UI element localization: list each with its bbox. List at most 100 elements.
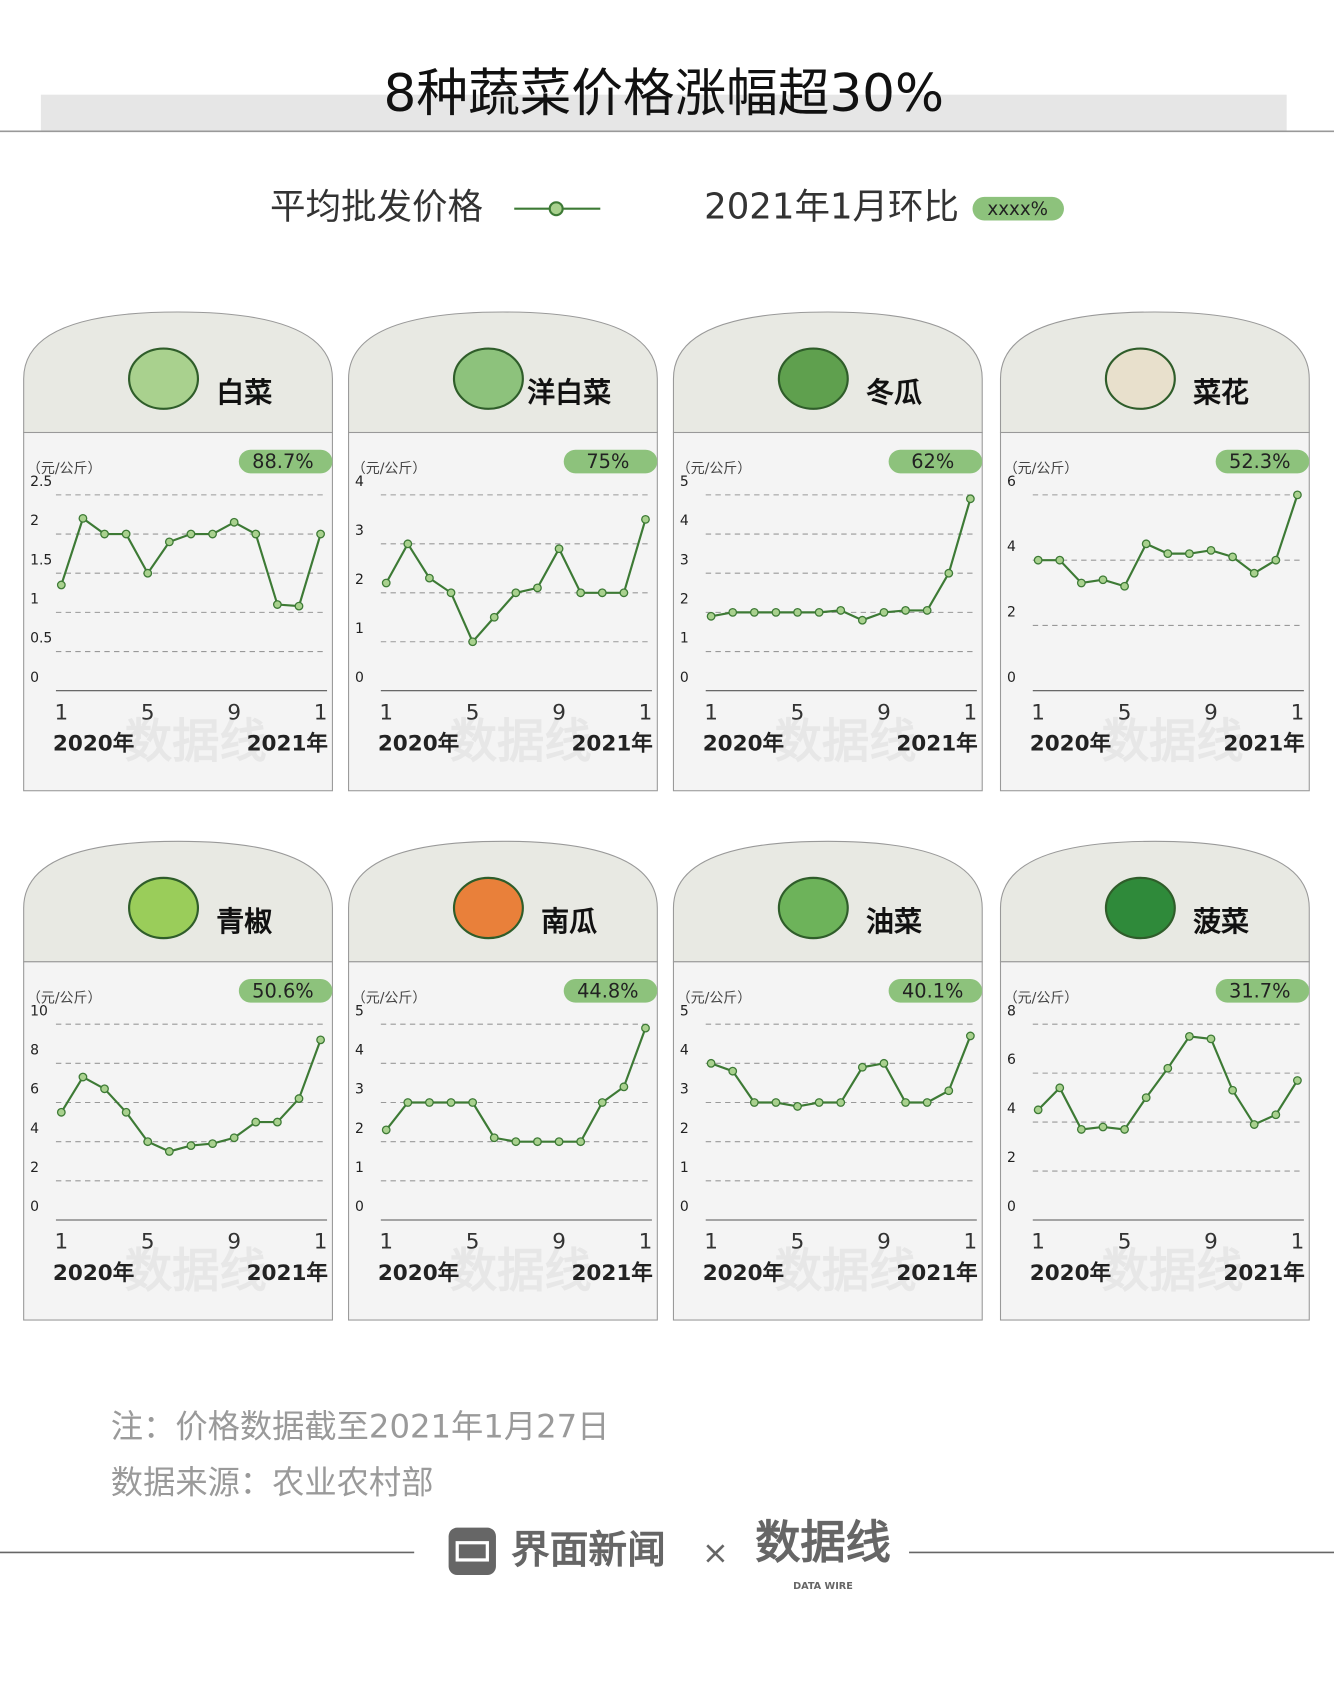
wm: 数据线 [1102, 1244, 1244, 1299]
change-badge [563, 449, 658, 474]
y-tick-label: 0 [680, 1199, 689, 1215]
y-tick-label: 3 [355, 1082, 364, 1098]
y-tick-label: 4 [355, 1042, 364, 1058]
price-marker [793, 1102, 802, 1111]
y-tick-label: 0.5 [30, 631, 52, 647]
y-tick-label: 2 [680, 1121, 689, 1137]
x-group-label: 2021年 [571, 1260, 652, 1286]
price-marker [728, 1066, 738, 1076]
price-marker [554, 544, 564, 554]
legend-badge-text: xxxx% [987, 199, 1048, 220]
change-label: 50.6% [252, 979, 314, 1002]
card-body [23, 961, 333, 1321]
y-tick-label: 3 [355, 523, 364, 539]
price-marker [381, 1125, 391, 1135]
x-tick-label: 1 [379, 1230, 393, 1255]
x-group-label: 2020年 [378, 730, 459, 756]
wm: 数据线 [450, 1244, 592, 1299]
wm: 数据线 [775, 714, 917, 769]
price-marker [316, 529, 326, 539]
note: 注：价格数据截至2021年1月27日 [111, 1408, 610, 1446]
x-tick-label: 1 [1031, 1230, 1045, 1255]
y-tick-label: 2 [355, 1121, 364, 1137]
price-marker [100, 529, 109, 539]
price-marker [229, 1133, 239, 1143]
y-tick-label: 3 [680, 1082, 689, 1098]
x-tick-label: 9 [552, 1230, 566, 1255]
x-tick-label: 1 [704, 1230, 718, 1255]
x-tick-label: 9 [877, 1230, 891, 1255]
card-title: 油菜 [866, 905, 922, 938]
vegetable-icon [452, 347, 524, 410]
x-tick-label: 9 [227, 1230, 241, 1255]
price-marker [1141, 539, 1151, 549]
x-tick-label: 1 [639, 1230, 653, 1255]
price-marker [1184, 1032, 1194, 1041]
price-marker [78, 1072, 88, 1082]
y-tick-label: 4 [355, 474, 364, 490]
y-tick-label: 2 [1007, 1150, 1016, 1166]
price-marker [901, 605, 910, 615]
y-tick-label: 6 [1007, 474, 1016, 490]
x-tick-label: 1 [54, 1230, 68, 1255]
price-marker [1228, 1085, 1238, 1095]
y-tick-label: 0 [1007, 1199, 1016, 1215]
x-tick-label: 1 [1291, 700, 1305, 725]
x-group-label: 2021年 [571, 730, 652, 756]
change-badge [238, 979, 333, 1003]
y-tick-label: 1 [30, 591, 39, 607]
vegetable-icon [777, 347, 849, 410]
price-marker [56, 1107, 66, 1117]
x-tick-label: 1 [379, 700, 393, 725]
change-badge [888, 449, 983, 474]
price-marker [294, 1094, 304, 1103]
x-tick-label: 9 [227, 700, 241, 725]
x-tick-label: 1 [1031, 700, 1045, 725]
x-tick-label: 5 [1118, 1230, 1132, 1255]
title: 8种蔬菜价格涨幅超30% [383, 64, 944, 124]
wm: 数据线 [775, 1244, 917, 1299]
x-group-label: 2021年 [247, 1260, 328, 1286]
price-marker [749, 1098, 759, 1107]
price-marker [619, 588, 629, 598]
price-marker [1249, 1120, 1259, 1129]
price-marker [1163, 549, 1173, 559]
price-marker [1293, 490, 1302, 500]
price-marker [576, 588, 586, 598]
card-title: 白菜 [216, 376, 272, 409]
vegetable-icon [128, 347, 200, 410]
price-marker [316, 1035, 326, 1045]
price-marker [143, 568, 153, 578]
price-marker [489, 1133, 499, 1143]
price-marker [78, 513, 88, 523]
x-tick-label: 1 [639, 700, 653, 725]
y-tick-label: 0 [355, 1199, 364, 1215]
price-marker [1163, 1063, 1173, 1073]
price-marker [836, 1098, 846, 1107]
unit-label: （元/公斤） [677, 461, 752, 477]
x-tick-label: 1 [704, 700, 718, 725]
price-marker [272, 1117, 282, 1127]
price-marker [597, 588, 607, 598]
price-marker [901, 1098, 910, 1107]
price-marker [208, 1139, 217, 1149]
y-tick-label: 5 [680, 474, 689, 490]
wm: 数据线 [1102, 714, 1244, 769]
y-tick-label: 2 [1007, 605, 1016, 621]
unit-label: （元/公斤） [27, 990, 102, 1006]
change-badge [238, 449, 333, 474]
price-marker [446, 1098, 456, 1107]
y-tick-label: 0 [30, 670, 39, 686]
x-group-label: 2021年 [896, 730, 977, 756]
price-marker [879, 1058, 889, 1068]
price-marker [619, 1082, 629, 1092]
price-marker [164, 1147, 174, 1156]
price-marker [771, 1098, 781, 1107]
y-tick-label: 5 [680, 1003, 689, 1019]
price-marker [100, 1084, 109, 1094]
price-marker [641, 514, 650, 524]
price-marker [576, 1137, 586, 1147]
vegetable-icon [128, 876, 200, 940]
y-tick-label: 3 [680, 552, 689, 568]
card-title: 南瓜 [541, 905, 597, 938]
